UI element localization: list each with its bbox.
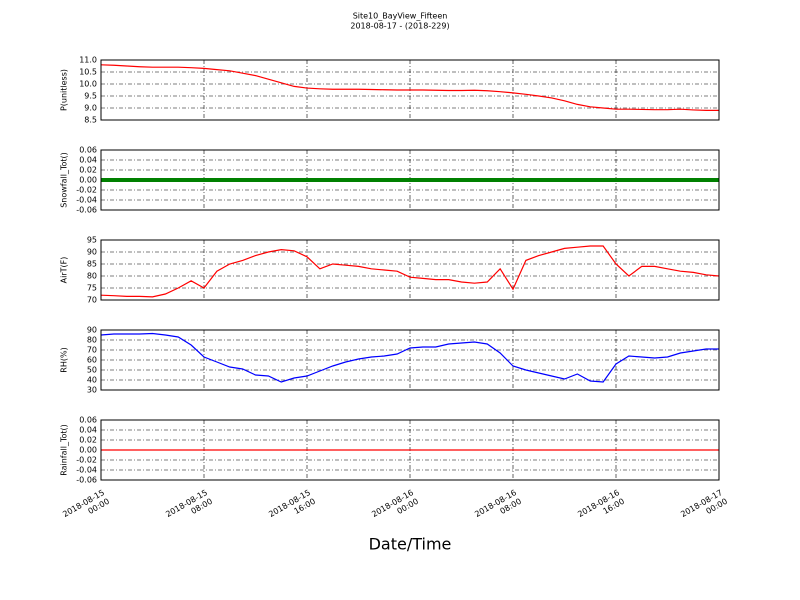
data-line	[100, 245, 720, 298]
plot-frame	[100, 329, 720, 391]
y-tick-label: 0.04	[79, 426, 97, 435]
y-tick-label: 90	[87, 248, 97, 257]
y-tick-label: 0.02	[79, 436, 97, 445]
y-tick-label: 0.00	[79, 446, 97, 455]
y-tick-label: 60	[87, 356, 97, 365]
y-tick-label: 80	[87, 336, 97, 345]
y-tick-label: -0.06	[76, 476, 97, 485]
y-tick-label: -0.04	[76, 466, 97, 475]
plot-frame	[100, 239, 720, 301]
y-tick-label: 0.06	[79, 416, 97, 425]
chart-title: Site10_BayView_Fifteen	[353, 12, 448, 21]
y-tick-label: 50	[87, 366, 97, 375]
y-tick-label: 75	[87, 284, 97, 293]
y-tick-label: 95	[87, 236, 97, 245]
y-tick-label: 90	[87, 326, 97, 335]
y-axis-label: Snowfall_Tot()	[60, 152, 69, 208]
y-tick-label: -0.02	[76, 186, 97, 195]
y-tick-label: 85	[87, 260, 97, 269]
data-line	[100, 64, 719, 111]
y-tick-label: 0.06	[79, 146, 97, 155]
x-axis-label: Date/Time	[369, 535, 452, 554]
y-tick-label: 11.0	[79, 56, 97, 65]
plot-frame	[100, 419, 720, 481]
y-tick-label: 80	[87, 272, 97, 281]
data-line	[100, 332, 719, 383]
y-tick-label: -0.04	[76, 196, 97, 205]
plot-frame	[100, 59, 720, 121]
y-axis-label: RH(%)	[60, 347, 69, 372]
y-tick-label: 40	[87, 376, 97, 385]
y-tick-label: 9.5	[84, 92, 97, 101]
y-axis-label: P(unitless)	[60, 69, 69, 111]
y-tick-label: 8.5	[84, 116, 97, 125]
y-tick-label: -0.06	[76, 206, 97, 215]
y-axis-label: Rainfall_Tot()	[60, 424, 69, 476]
plot-frame	[100, 149, 720, 211]
y-tick-label: 0.02	[79, 166, 97, 175]
y-tick-label: 0.04	[79, 156, 97, 165]
y-tick-label: 10.5	[79, 68, 97, 77]
chart-subtitle: 2018-08-17 - (2018-229)	[350, 22, 449, 31]
y-axis-label: AirT(F)	[60, 257, 69, 284]
y-tick-label: 0.00	[79, 176, 97, 185]
y-tick-label: 70	[87, 296, 97, 305]
y-tick-label: 70	[87, 346, 97, 355]
y-tick-label: -0.02	[76, 456, 97, 465]
y-tick-label: 9.0	[84, 104, 97, 113]
y-tick-label: 30	[87, 386, 97, 395]
y-tick-label: 10.0	[79, 80, 97, 89]
